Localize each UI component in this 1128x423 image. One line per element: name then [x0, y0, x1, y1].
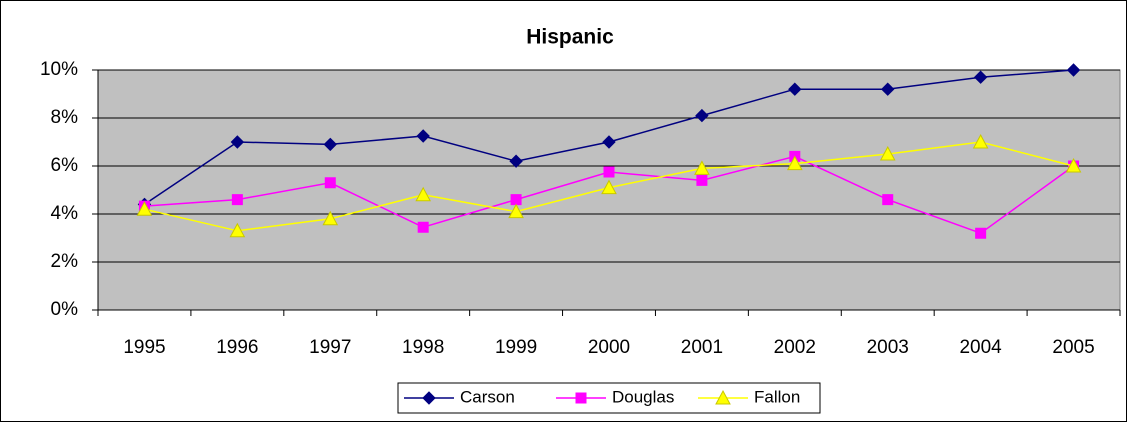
x-tick-label: 1996 — [216, 337, 258, 358]
marker — [323, 137, 337, 152]
y-tick-label: 4% — [51, 203, 79, 224]
marker — [1065, 157, 1082, 173]
x-tick-label: 2000 — [588, 337, 630, 358]
marker — [882, 194, 894, 206]
y-tick-label: 6% — [51, 155, 79, 176]
marker — [601, 179, 617, 195]
legend-label: Douglas — [612, 387, 674, 406]
marker — [508, 203, 524, 219]
x-tick-label: 2005 — [1052, 337, 1094, 358]
x-tick-label: 2001 — [681, 337, 723, 358]
marker — [417, 221, 429, 233]
x-tick-label: 2003 — [867, 337, 909, 358]
marker — [972, 133, 989, 149]
marker — [229, 222, 246, 238]
chart-title: Hispanic — [526, 26, 614, 49]
marker — [510, 194, 522, 206]
marker — [422, 391, 436, 405]
marker — [324, 177, 336, 189]
marker — [786, 155, 803, 171]
marker — [788, 82, 802, 96]
y-tick-label: 8% — [51, 107, 79, 128]
y-tick-label: 2% — [51, 251, 79, 272]
marker — [230, 135, 245, 149]
marker — [136, 201, 153, 216]
marker — [509, 154, 523, 168]
legend-box — [397, 382, 821, 414]
x-tick-label: 2004 — [959, 337, 1002, 358]
x-tick-label: 1998 — [402, 337, 444, 358]
marker — [973, 70, 988, 84]
y-tick-label: 10% — [40, 59, 78, 80]
marker — [696, 174, 708, 186]
marker — [694, 160, 710, 175]
x-tick-label: 1995 — [123, 337, 165, 358]
y-tick-label: 0% — [51, 299, 79, 320]
legend-label: Fallon — [754, 387, 800, 406]
marker — [575, 392, 587, 404]
marker — [602, 135, 616, 149]
marker — [415, 186, 432, 202]
legend-label: Carson — [460, 387, 515, 406]
marker — [695, 108, 709, 123]
marker — [881, 82, 895, 96]
marker — [879, 145, 896, 161]
legend: Carson Douglas Fallon — [397, 382, 821, 414]
marker — [1066, 63, 1081, 77]
marker — [231, 194, 243, 206]
marker — [416, 129, 430, 143]
marker — [603, 166, 615, 178]
marker — [975, 227, 987, 239]
marker — [715, 389, 731, 405]
x-tick-label: 1997 — [309, 337, 351, 358]
x-tick-label: 2002 — [774, 337, 816, 358]
marker — [322, 210, 339, 226]
x-tick-label: 1999 — [495, 337, 537, 358]
